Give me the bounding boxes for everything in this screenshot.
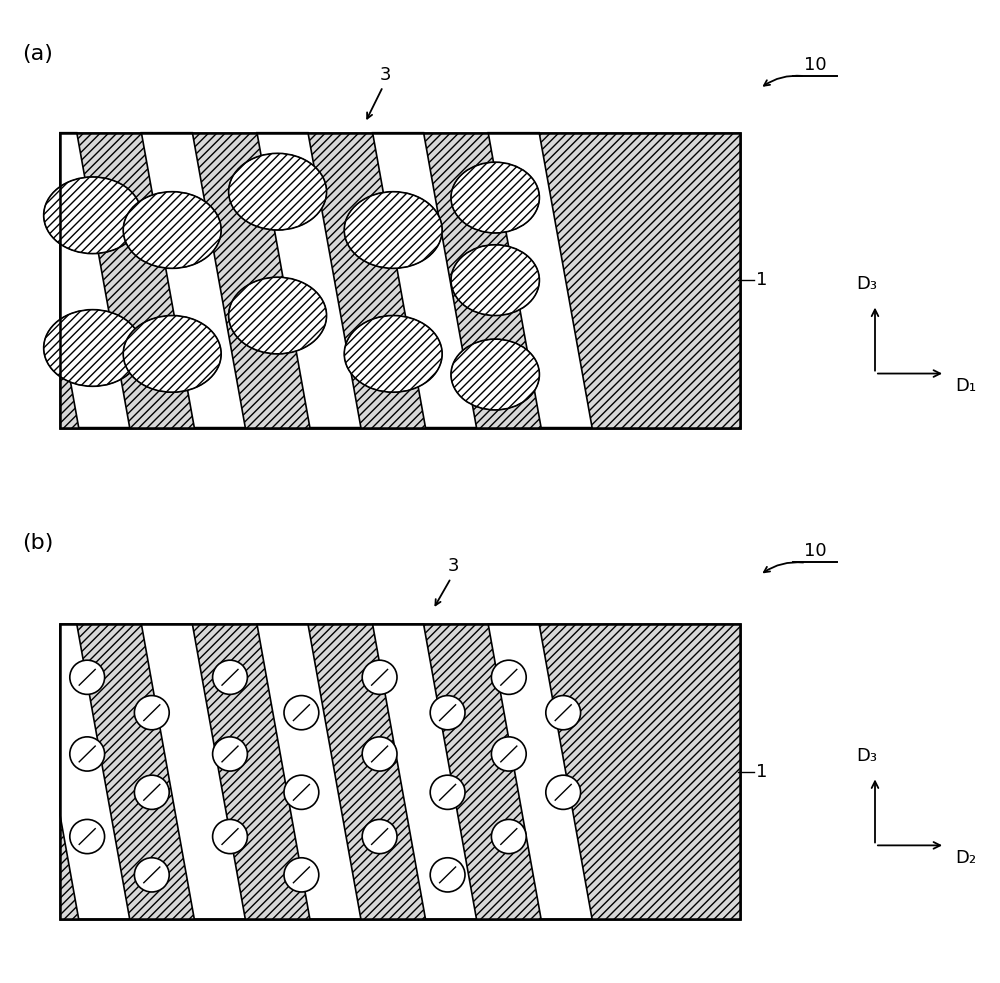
Text: D₂: D₂ [955,849,976,867]
Circle shape [213,820,247,853]
Ellipse shape [451,162,539,233]
Circle shape [284,858,319,892]
Polygon shape [373,624,477,919]
Circle shape [213,737,247,771]
Circle shape [213,661,247,694]
Circle shape [134,858,169,892]
Circle shape [491,820,526,853]
Circle shape [362,820,397,853]
Circle shape [430,858,465,892]
Text: (b): (b) [22,533,53,552]
Text: D₃: D₃ [856,747,878,765]
Ellipse shape [44,310,142,386]
Bar [60,624,740,919]
Polygon shape [488,133,592,428]
Circle shape [430,776,465,809]
Ellipse shape [123,316,221,392]
Circle shape [362,661,397,694]
Polygon shape [60,624,130,919]
Text: 1: 1 [756,763,767,781]
Ellipse shape [451,245,539,316]
Bar [60,133,740,428]
Polygon shape [141,133,245,428]
Text: 10: 10 [804,543,826,560]
Circle shape [546,696,581,729]
Polygon shape [60,133,130,428]
Ellipse shape [344,316,442,392]
Circle shape [491,737,526,771]
Text: (a): (a) [22,44,53,64]
Circle shape [362,737,397,771]
Polygon shape [257,133,361,428]
Bar [60,624,740,919]
Circle shape [430,696,465,729]
Circle shape [70,820,105,853]
Circle shape [134,776,169,809]
Text: 3: 3 [379,66,391,84]
Ellipse shape [451,339,539,410]
Circle shape [134,696,169,729]
Circle shape [284,776,319,809]
Polygon shape [373,133,477,428]
Polygon shape [488,624,592,919]
Bar [60,133,740,428]
Polygon shape [141,624,245,919]
Circle shape [491,661,526,694]
Ellipse shape [229,153,327,230]
Ellipse shape [344,192,442,268]
Text: 1: 1 [756,271,767,289]
Bar [60,624,740,919]
Circle shape [284,696,319,729]
Text: 3: 3 [447,557,459,575]
Circle shape [70,661,105,694]
Text: 10: 10 [804,56,826,74]
Bar [60,133,740,428]
Ellipse shape [123,192,221,268]
Polygon shape [257,624,361,919]
Ellipse shape [44,177,142,254]
Circle shape [70,737,105,771]
Bar [60,624,740,919]
Text: D₁: D₁ [955,377,976,395]
Ellipse shape [229,277,327,354]
Bar [60,133,740,428]
Circle shape [546,776,581,809]
Text: D₃: D₃ [856,275,878,293]
